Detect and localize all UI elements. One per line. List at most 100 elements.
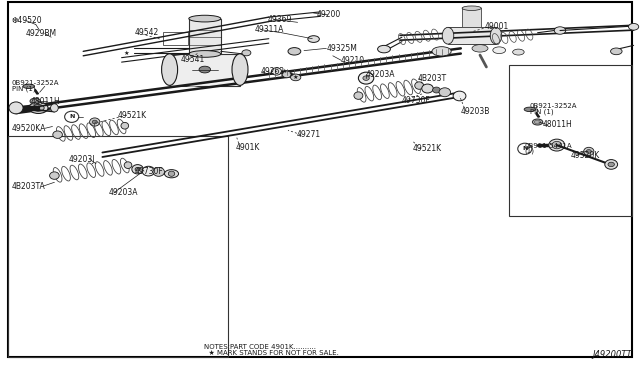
Text: 49203J: 49203J [69, 155, 95, 164]
Text: 49203B: 49203B [461, 107, 490, 116]
Text: PIN (1): PIN (1) [12, 85, 35, 92]
Text: 0B911-5441A: 0B911-5441A [525, 143, 572, 149]
Text: 49520K: 49520K [571, 151, 600, 160]
Text: 49325M: 49325M [326, 44, 357, 53]
Text: 49521K: 49521K [118, 111, 147, 120]
Ellipse shape [363, 76, 369, 80]
Bar [448, 27, 496, 44]
Ellipse shape [135, 167, 140, 171]
Text: 48011H: 48011H [31, 97, 60, 106]
Ellipse shape [433, 87, 440, 93]
Ellipse shape [548, 139, 564, 151]
Ellipse shape [378, 45, 390, 53]
Ellipse shape [199, 66, 211, 73]
Text: 49542: 49542 [134, 28, 159, 37]
Text: ★: ★ [282, 69, 287, 74]
Ellipse shape [442, 28, 454, 44]
Text: 49271: 49271 [296, 130, 321, 139]
Ellipse shape [242, 50, 251, 56]
Ellipse shape [23, 84, 35, 89]
Ellipse shape [33, 105, 44, 111]
Ellipse shape [462, 6, 481, 10]
Ellipse shape [605, 160, 618, 169]
Ellipse shape [121, 122, 129, 129]
Text: 49369: 49369 [268, 15, 292, 24]
Ellipse shape [189, 51, 221, 57]
Ellipse shape [168, 171, 175, 176]
Ellipse shape [415, 82, 424, 89]
Text: 49001: 49001 [485, 22, 509, 31]
Text: NOTES;PART CODE 4901K..........: NOTES;PART CODE 4901K.......... [204, 344, 316, 350]
Ellipse shape [532, 119, 543, 125]
Text: J49200TT: J49200TT [593, 350, 632, 359]
Ellipse shape [628, 23, 639, 30]
Ellipse shape [50, 172, 60, 179]
Text: N: N [522, 146, 527, 151]
Bar [509, 65, 632, 216]
Text: 49521K: 49521K [413, 144, 442, 153]
Ellipse shape [432, 47, 451, 56]
Ellipse shape [164, 170, 179, 178]
Ellipse shape [32, 99, 38, 103]
Text: 49210: 49210 [341, 56, 365, 65]
Ellipse shape [439, 88, 451, 97]
Ellipse shape [52, 131, 62, 138]
Bar [163, 32, 188, 45]
Text: ★: ★ [124, 51, 129, 57]
Text: 49311A: 49311A [255, 25, 284, 34]
Ellipse shape [30, 98, 40, 104]
Text: 4901K: 4901K [236, 143, 260, 152]
Bar [8, 136, 228, 357]
Ellipse shape [358, 72, 374, 84]
Text: 4929BM: 4929BM [26, 29, 57, 38]
Ellipse shape [153, 167, 164, 176]
Ellipse shape [142, 166, 155, 176]
Ellipse shape [92, 120, 97, 124]
Ellipse shape [282, 71, 291, 78]
Ellipse shape [472, 45, 488, 52]
Bar [170, 54, 240, 86]
Ellipse shape [554, 27, 566, 34]
Text: N: N [69, 114, 74, 119]
Ellipse shape [611, 48, 622, 55]
Ellipse shape [132, 164, 143, 174]
Ellipse shape [493, 47, 506, 54]
Ellipse shape [288, 48, 301, 55]
Ellipse shape [308, 36, 319, 42]
Text: 49200: 49200 [317, 10, 341, 19]
Ellipse shape [586, 150, 591, 153]
Text: PIN (1): PIN (1) [530, 108, 554, 115]
Ellipse shape [422, 84, 433, 93]
Ellipse shape [354, 92, 363, 99]
Bar [462, 8, 481, 27]
Ellipse shape [552, 141, 562, 149]
Bar [189, 19, 221, 54]
Ellipse shape [51, 104, 58, 112]
Text: 48011H: 48011H [543, 120, 572, 129]
Ellipse shape [162, 54, 178, 86]
Text: 49541: 49541 [181, 55, 205, 64]
Text: 49262: 49262 [261, 67, 285, 76]
Text: ★: ★ [289, 72, 294, 77]
Text: 4B203T: 4B203T [417, 74, 447, 83]
Text: ★ MARK STANDS FOR NOT FOR SALE.: ★ MARK STANDS FOR NOT FOR SALE. [204, 350, 339, 356]
Ellipse shape [9, 102, 23, 114]
Ellipse shape [534, 120, 541, 124]
Ellipse shape [90, 118, 100, 126]
Text: ❆49520: ❆49520 [12, 16, 42, 25]
Ellipse shape [232, 54, 248, 86]
Text: 0B921-3252A: 0B921-3252A [530, 103, 577, 109]
Ellipse shape [513, 49, 524, 55]
Text: 49730F: 49730F [134, 167, 163, 176]
Ellipse shape [524, 107, 536, 112]
Ellipse shape [271, 68, 282, 75]
Text: ★: ★ [293, 75, 298, 80]
Ellipse shape [291, 74, 301, 81]
Text: 4B203TA: 4B203TA [12, 182, 45, 190]
Text: 49203A: 49203A [366, 70, 396, 79]
Ellipse shape [584, 147, 594, 155]
Text: 0B921-3252A: 0B921-3252A [12, 80, 59, 86]
Ellipse shape [490, 28, 502, 44]
Ellipse shape [189, 15, 221, 22]
Text: (1): (1) [525, 148, 535, 154]
